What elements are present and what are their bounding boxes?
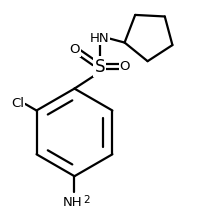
Text: NH: NH [63, 196, 83, 209]
Text: S: S [94, 58, 105, 76]
Text: O: O [69, 43, 80, 56]
Text: Cl: Cl [11, 97, 24, 110]
Text: O: O [120, 60, 130, 73]
Text: 2: 2 [83, 195, 90, 205]
Text: HN: HN [90, 32, 110, 45]
